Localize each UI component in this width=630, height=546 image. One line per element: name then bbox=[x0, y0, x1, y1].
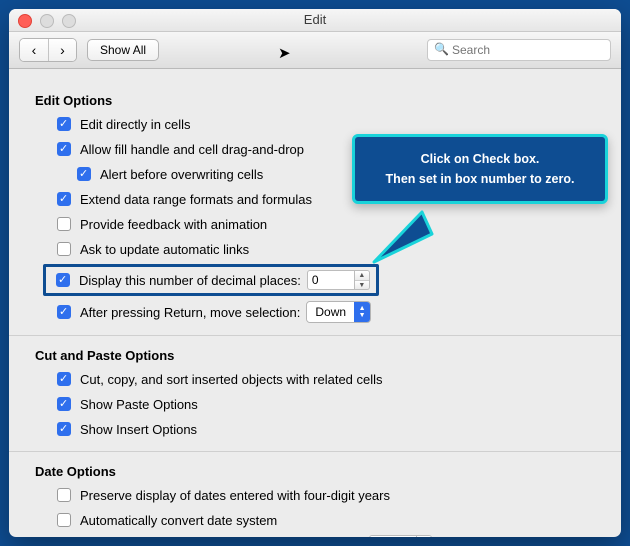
stepper-up-button[interactable]: ▲ bbox=[355, 271, 369, 280]
interpret-century-input[interactable] bbox=[369, 535, 417, 537]
annotation-callout: Click on Check box. Then set in box numb… bbox=[352, 134, 608, 204]
decimal-places-stepper[interactable]: ▲ ▼ bbox=[355, 270, 370, 290]
allow-fill-handle-label: Allow fill handle and cell drag-and-drop bbox=[80, 142, 304, 157]
nav-segmented: ‹ › bbox=[19, 38, 77, 62]
back-button[interactable]: ‹ bbox=[20, 39, 48, 61]
stepper-up-button[interactable]: ▲ bbox=[417, 536, 431, 537]
cut-copy-sort-label: Cut, copy, and sort inserted objects wit… bbox=[80, 372, 383, 387]
decimal-places-checkbox[interactable] bbox=[56, 273, 70, 287]
annotation-line-2: Then set in box number to zero. bbox=[365, 169, 595, 189]
alert-overwrite-label: Alert before overwriting cells bbox=[100, 167, 263, 182]
preserve-date-display-checkbox[interactable] bbox=[57, 488, 71, 502]
select-arrows-icon: ▲▼ bbox=[354, 302, 370, 322]
auto-convert-date-checkbox[interactable] bbox=[57, 513, 71, 527]
auto-convert-date-label: Automatically convert date system bbox=[80, 513, 277, 528]
edit-directly-label: Edit directly in cells bbox=[80, 117, 191, 132]
provide-feedback-checkbox[interactable] bbox=[57, 217, 71, 231]
allow-fill-handle-checkbox[interactable] bbox=[57, 142, 71, 156]
decimal-places-highlight: Display this number of decimal places: ▲… bbox=[43, 264, 379, 296]
section-edit-options-title: Edit Options bbox=[35, 93, 595, 108]
section-cutpaste-title: Cut and Paste Options bbox=[35, 348, 595, 363]
show-paste-options-label: Show Paste Options bbox=[80, 397, 198, 412]
cut-copy-sort-checkbox[interactable] bbox=[57, 372, 71, 386]
preserve-date-display-label: Preserve display of dates entered with f… bbox=[80, 488, 390, 503]
show-insert-options-checkbox[interactable] bbox=[57, 422, 71, 436]
ask-update-links-checkbox[interactable] bbox=[57, 242, 71, 256]
annotation-line-1: Click on Check box. bbox=[365, 149, 595, 169]
extend-formats-label: Extend data range formats and formulas bbox=[80, 192, 312, 207]
show-paste-options-checkbox[interactable] bbox=[57, 397, 71, 411]
window-title: Edit bbox=[9, 12, 621, 27]
show-all-button[interactable]: Show All bbox=[87, 39, 159, 61]
after-return-select[interactable]: Down ▲▼ bbox=[306, 301, 371, 323]
section-date-title: Date Options bbox=[35, 464, 595, 479]
show-insert-options-label: Show Insert Options bbox=[80, 422, 197, 437]
search-icon: 🔍 bbox=[434, 42, 449, 56]
alert-overwrite-checkbox[interactable] bbox=[77, 167, 91, 181]
cursor-icon: ➤ bbox=[278, 44, 291, 62]
forward-button[interactable]: › bbox=[48, 39, 76, 61]
edit-directly-checkbox[interactable] bbox=[57, 117, 71, 131]
decimal-places-label: Display this number of decimal places: bbox=[79, 273, 301, 288]
after-return-checkbox[interactable] bbox=[57, 305, 71, 319]
decimal-places-input[interactable] bbox=[307, 270, 355, 290]
provide-feedback-label: Provide feedback with animation bbox=[80, 217, 267, 232]
interpret-century-stepper[interactable]: ▲ ▼ bbox=[417, 535, 432, 537]
search-input[interactable] bbox=[427, 39, 611, 61]
after-return-label: After pressing Return, move selection: bbox=[80, 305, 300, 320]
after-return-value: Down bbox=[307, 302, 354, 322]
ask-update-links-label: Ask to update automatic links bbox=[80, 242, 249, 257]
stepper-down-button[interactable]: ▼ bbox=[355, 280, 369, 289]
extend-formats-checkbox[interactable] bbox=[57, 192, 71, 206]
